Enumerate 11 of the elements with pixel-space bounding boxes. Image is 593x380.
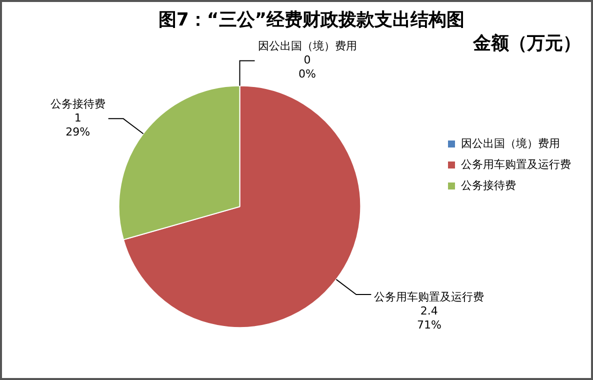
slice-label: 公务用车购置及运行费	[374, 290, 484, 304]
chart-title: 图7：“三公”经费财政拨款支出结构图	[158, 9, 465, 30]
category-label: 因公出国（境）费用	[258, 40, 357, 53]
text: 0 0%	[298, 54, 316, 81]
legend-label: 公务接待费	[461, 178, 516, 192]
legend-label: 公务用车购置及运行费	[461, 158, 571, 171]
slice-label: 公务接待费	[50, 98, 106, 111]
data-label: 2.4 71%	[416, 304, 442, 332]
legend-label: 因公出国（境）费用	[461, 136, 560, 150]
chart-subtitle: 金额（万元）	[472, 33, 581, 54]
data-label: 1 29%	[66, 112, 90, 139]
